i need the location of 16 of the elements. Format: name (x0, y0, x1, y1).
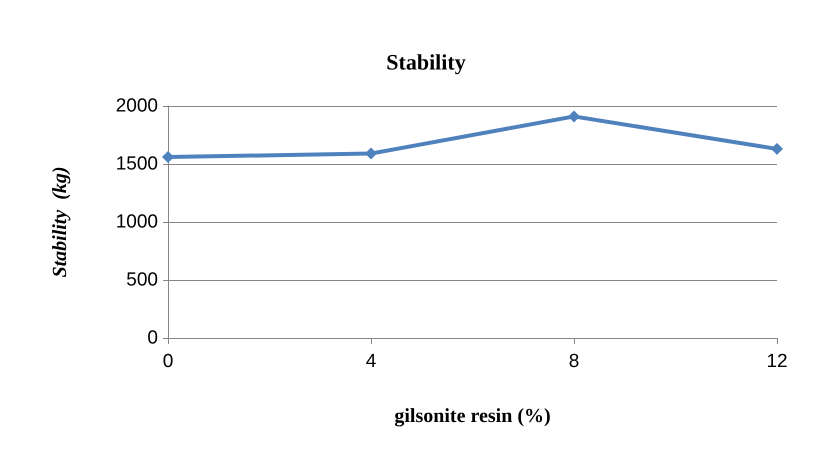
y-tick-label: 1000 (116, 212, 158, 232)
x-tick-label: 0 (162, 351, 174, 372)
point (162, 151, 174, 164)
y-tick-label: 0 (147, 328, 158, 348)
x-axis-title: gilsonite resin (%) (394, 405, 551, 427)
x-tick-label: 12 (766, 351, 788, 372)
point (365, 148, 377, 160)
y-tick-label: 500 (126, 270, 158, 290)
x-tick-label: 4 (366, 351, 377, 372)
point (568, 110, 580, 122)
y-axis-title: Stability (kg) (49, 166, 71, 278)
y-tick-label: 1500 (116, 154, 158, 174)
chart-title: Stability (386, 50, 466, 74)
x-tick-label: 8 (568, 351, 580, 372)
y-tick-label: 2000 (116, 96, 158, 116)
point (771, 142, 783, 155)
